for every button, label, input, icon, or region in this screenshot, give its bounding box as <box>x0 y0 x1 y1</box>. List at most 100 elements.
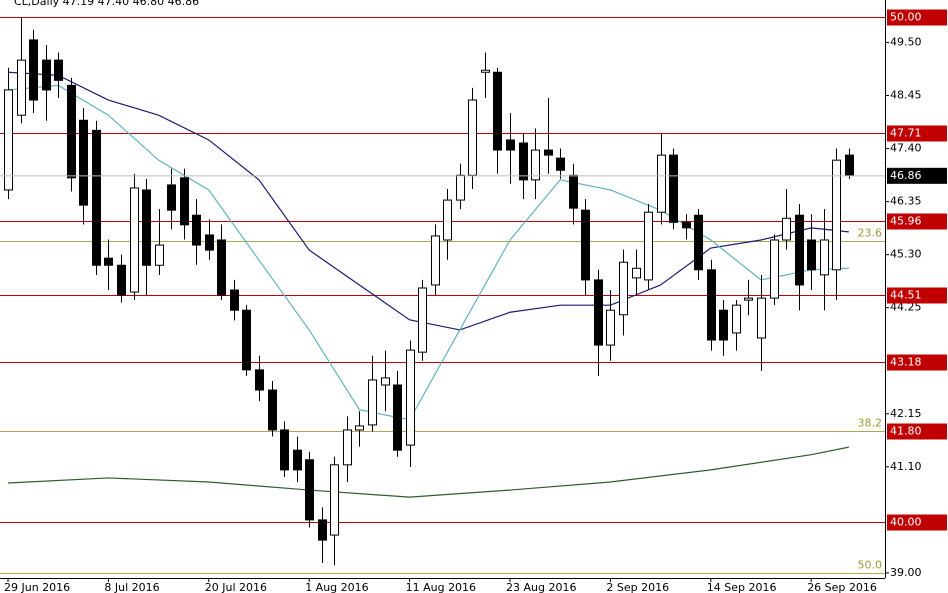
candle-body <box>42 59 51 91</box>
level-box <box>887 423 947 440</box>
candle-body <box>493 71 502 151</box>
candle-body <box>293 449 302 471</box>
candle-body <box>719 309 728 341</box>
x-tick-label: 2 Sep 2016 <box>606 581 669 593</box>
candle-body <box>54 59 63 81</box>
candle-body <box>17 59 26 116</box>
x-tick-label: 29 Jun 2016 <box>4 581 70 593</box>
y-tick-label: 48.45 <box>890 88 922 101</box>
candle-body <box>644 211 653 281</box>
x-tick-label: 8 Jul 2016 <box>104 581 159 593</box>
candle-body <box>506 139 515 151</box>
candle-body <box>456 174 465 201</box>
y-tick-label: 42.15 <box>890 407 922 420</box>
candle-body <box>280 429 289 471</box>
candle-body <box>443 199 452 241</box>
level-box <box>887 213 947 230</box>
candle-body <box>330 464 339 536</box>
level-box <box>887 514 947 531</box>
candle-body <box>205 234 214 251</box>
candle-body <box>481 69 490 73</box>
candle-body <box>757 297 766 339</box>
candle-body <box>393 384 402 451</box>
candle-body <box>619 261 628 316</box>
y-tick-label: 49.50 <box>890 35 922 48</box>
candle-body <box>67 84 76 179</box>
candle-body <box>807 239 816 271</box>
candle-body <box>531 149 540 181</box>
candle-body <box>117 264 126 296</box>
candle-body <box>79 119 88 206</box>
level-box <box>887 125 947 142</box>
candle-body <box>569 174 578 209</box>
candle-body <box>556 157 565 171</box>
y-tick-label: 46.35 <box>890 195 922 208</box>
candle-body <box>795 214 804 286</box>
candle-body <box>431 235 440 286</box>
candle-body <box>230 289 239 311</box>
candle-body <box>242 309 251 371</box>
candle-body <box>142 189 151 266</box>
candle-body <box>832 159 841 271</box>
candle-body <box>682 221 691 229</box>
level-label: 44.51 <box>890 289 922 302</box>
candle-body <box>4 89 13 191</box>
candle-body <box>820 239 829 276</box>
candle-body <box>29 39 38 101</box>
candle-body <box>167 184 176 211</box>
candle-body <box>255 369 264 391</box>
candle-body <box>318 519 327 541</box>
candle-body <box>192 214 201 246</box>
level-box <box>887 287 947 304</box>
level-label: 40.00 <box>890 516 922 529</box>
candle-body <box>130 187 139 293</box>
candle-body <box>155 244 164 266</box>
moving-average <box>7 446 849 498</box>
candle-body <box>381 377 390 386</box>
candle-body <box>180 177 189 226</box>
candle-body <box>669 154 678 223</box>
candle-body <box>782 217 791 241</box>
candle-body <box>632 267 641 279</box>
candle-body <box>770 239 779 299</box>
candle-body <box>606 309 615 346</box>
candle-body <box>594 279 603 346</box>
current-price-box <box>887 167 947 184</box>
level-label: 47.71 <box>890 127 922 140</box>
candle-body <box>217 239 226 296</box>
moving-average <box>7 84 849 421</box>
candle-body <box>744 297 753 301</box>
fib-label: 50.0 <box>858 559 883 572</box>
y-tick-label: 47.40 <box>890 142 922 155</box>
x-tick-label: 23 Aug 2016 <box>506 581 576 593</box>
candle-body <box>468 99 477 176</box>
level-label: 43.18 <box>890 356 922 369</box>
level-label: 45.96 <box>890 215 922 228</box>
y-tick-label: 41.10 <box>890 460 922 473</box>
candle-body <box>845 154 854 176</box>
current-price-label: 46.86 <box>890 169 922 182</box>
level-label: 41.80 <box>890 425 922 438</box>
fib-label: 38.2 <box>858 417 883 430</box>
candle-body <box>418 287 427 353</box>
candle-body <box>92 129 101 266</box>
x-tick-label: 14 Sep 2016 <box>707 581 777 593</box>
y-tick-label: 39.00 <box>890 566 922 579</box>
y-tick-label: 44.25 <box>890 301 922 314</box>
candle-body <box>355 425 364 431</box>
candle-body <box>305 459 314 521</box>
candle-body <box>519 142 528 181</box>
level-box <box>887 354 947 371</box>
x-tick-label: 20 Jul 2016 <box>205 581 267 593</box>
level-label: 50.00 <box>890 11 922 24</box>
candle-body <box>544 149 553 156</box>
y-tick-label: 45.30 <box>890 248 922 261</box>
candle-body <box>104 257 113 266</box>
level-box <box>887 9 947 26</box>
fib-label: 23.6 <box>858 227 883 240</box>
candle-body <box>732 304 741 334</box>
candle-body <box>581 209 590 281</box>
candle-body <box>707 269 716 341</box>
